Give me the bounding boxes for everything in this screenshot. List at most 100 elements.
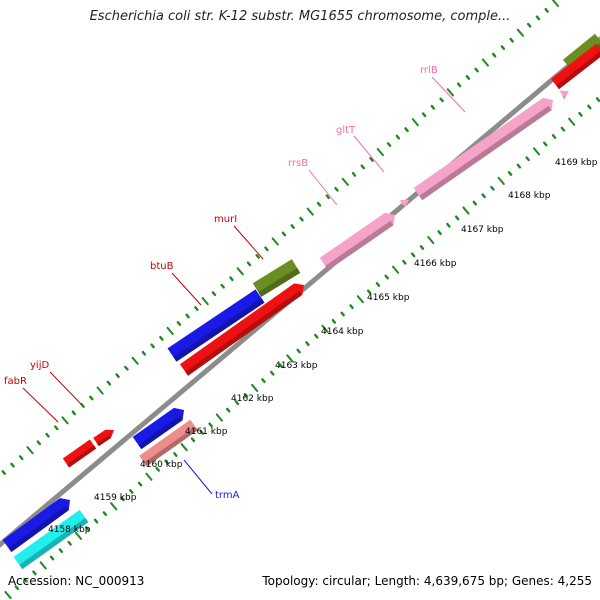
inner-tick [366,289,372,295]
leader-trmA [183,459,213,495]
leader-fabR [22,387,59,423]
inner-tick [32,570,37,576]
feature-blue-gene-shade [138,415,183,450]
inner-tick [560,126,566,132]
outer-tick [421,112,427,118]
gene-label-yijD: yijD [30,360,49,371]
inner-tick [243,392,249,398]
gene-label-gltT: gltT [336,125,356,136]
feature-red-yijD [93,429,114,447]
feature-blue-bottomleft-shade [8,505,69,553]
inner-tick [437,230,442,236]
inner-tick [568,117,576,126]
outer-tick [306,207,314,216]
inner-tick [145,472,153,481]
inner-tick [314,333,319,339]
feature-pink-rrsB-shade [325,220,394,271]
feature-salmon-trmA-shade [144,426,198,467]
outer-tick [115,373,120,379]
inner-tick [525,156,530,162]
feature-blue-btuB-body [167,289,265,362]
inner-tick [587,104,592,110]
outer-tick [351,171,357,177]
outer-tick [264,246,269,252]
outer-tick [271,237,279,246]
outer-tick [491,52,497,58]
inner-tick [286,354,294,363]
scale-label: 4161 kbp [185,427,228,437]
outer-tick [166,326,174,335]
inner-tick [208,422,213,428]
inner-tick [375,282,381,287]
leader-btuB [171,272,202,306]
scale-label: 4159 kbp [94,493,137,503]
outer-tick [54,425,59,431]
accession-label: Accession: NC_000913 [8,574,145,588]
outer-tick [290,224,295,229]
scale-label: 4158 kbp [48,525,91,535]
outer-tick [106,380,112,386]
feature-track [2,33,600,570]
inner-tick [340,311,345,317]
inner-tick [173,452,178,457]
feature-salmon-trmA-body [139,419,198,467]
inner-tick [356,295,364,304]
inner-tick [93,518,99,524]
outer-tick [131,356,139,365]
feature-pink-small-gltT [400,200,409,208]
inner-tick [595,97,600,103]
inner-tick [215,413,223,422]
outer-tick [551,0,560,7]
inner-tick [490,185,495,191]
outer-tick [395,134,401,140]
outer-tick [325,194,331,200]
feature-blue-bottomleft-body [2,498,71,553]
scale-label-layer: 4158 kbp 4159 kbp 4160 kbp 4161 kbp 4162 kbp… [48,158,598,535]
inner-tick [39,561,47,570]
inner-tick [14,585,20,591]
leader-rrsB [308,169,338,206]
outer-tick [334,186,339,192]
gene-label-rrlB: rrlB [420,65,438,76]
feature-red-fabR [62,439,97,468]
inner-tick [578,111,583,117]
inner-tick [391,265,400,274]
scale-label: 4166 kbp [414,259,457,269]
outer-tick [535,15,541,21]
scale-label: 4169 kbp [555,158,598,168]
feature-olive-murI [252,259,301,297]
outer-tick [71,410,77,416]
feature-pink-rrsB-body [319,212,395,271]
genome-summary: Topology: circular; Length: 4,639,675 bp… [262,574,592,588]
feature-pink-rrlB-shade [419,105,552,201]
inner-tick [296,348,301,354]
outer-tick [430,104,436,110]
map-title: Escherichia coli str. K-12 substr. MG165… [89,9,511,24]
inner-tick [23,577,28,583]
scale-label: 4160 kbp [140,460,183,470]
leader-gltT [353,135,385,173]
outer-tick [45,432,50,438]
inner-tick [410,252,416,258]
inner-tick [551,134,557,139]
outer-tick [229,276,234,282]
feature-blue-gene [132,407,184,450]
feature-pink-small-topright [559,90,569,99]
outer-tick [10,462,15,468]
outer-tick [36,440,42,446]
inner-tick [384,274,389,280]
inner-tick [234,400,240,406]
scale-label: 4168 kbp [508,191,551,201]
inner-tick [349,304,354,310]
feature-pink-rrsB [319,212,395,271]
leader-murI [233,225,264,260]
feature-red-fabR-shade [66,445,97,468]
scale-label: 4165 kbp [367,293,410,303]
inner-tick [532,147,541,156]
outer-tick [141,350,147,356]
inner-tick [251,383,259,393]
gene-label-fabR: fabR [4,376,27,387]
outer-tick [341,177,349,186]
